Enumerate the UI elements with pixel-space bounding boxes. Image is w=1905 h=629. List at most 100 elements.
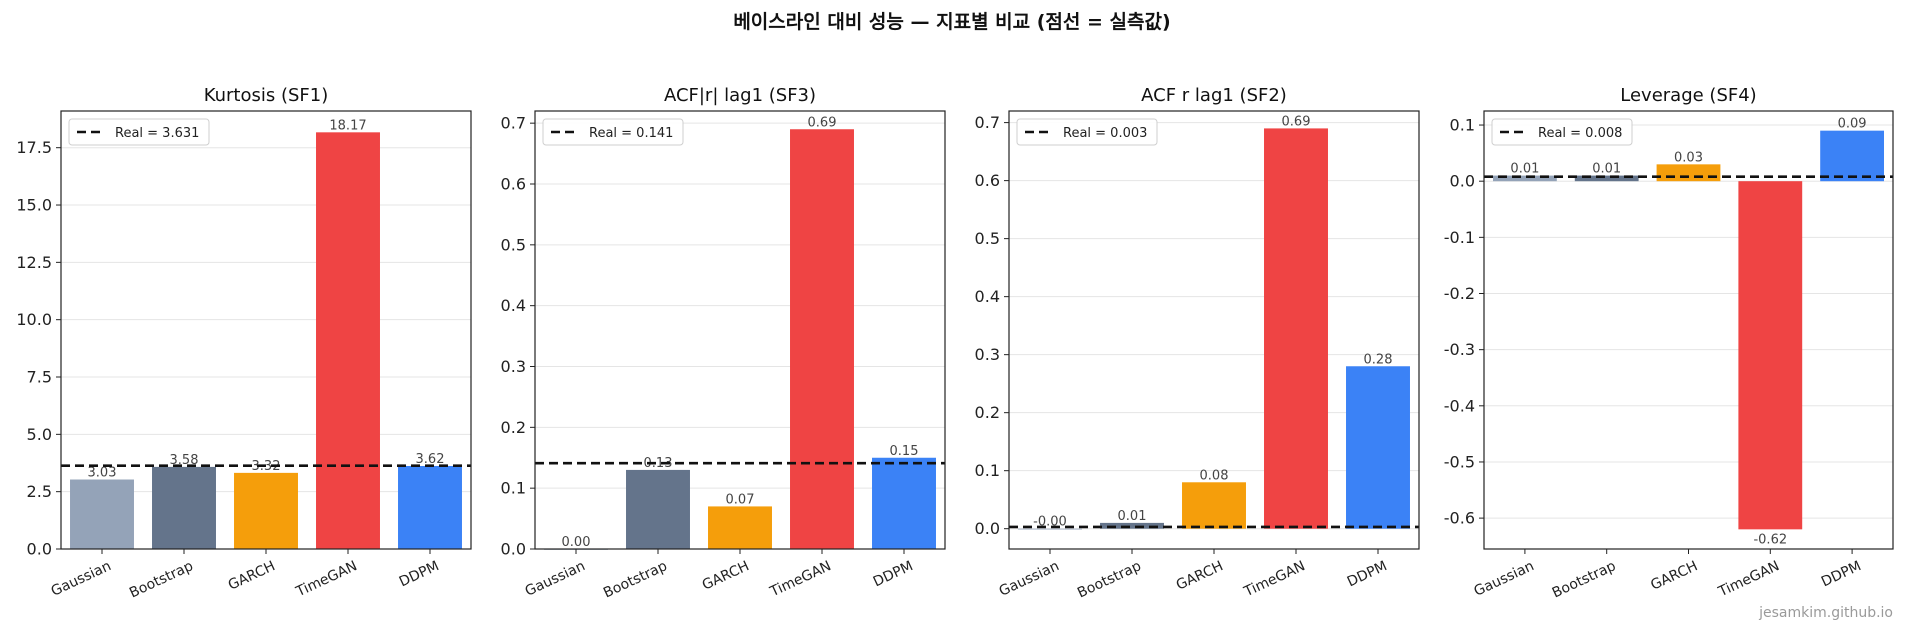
y-tick-label: 0.0 (975, 519, 1000, 538)
x-tick-label-garch: GARCH (1174, 558, 1226, 594)
y-tick-label: 0.6 (975, 171, 1000, 190)
x-tick-label-bootstrap: Bootstrap (601, 558, 670, 601)
bar-garch (708, 506, 772, 549)
y-tick-label: 0.3 (975, 345, 1000, 364)
y-tick-label: 0.0 (27, 540, 52, 559)
bar-garch (1656, 164, 1721, 182)
y-tick-label: 0.0 (1450, 172, 1475, 191)
bar-gaussian (1492, 175, 1557, 182)
figure-suptitle: 베이스라인 대비 성능 — 지표별 비교 (점선 = 실측값) (733, 11, 1170, 33)
y-tick-label: 0.5 (975, 229, 1000, 248)
x-tick-label-gaussian: Gaussian (997, 558, 1062, 600)
bar-bootstrap (626, 469, 690, 549)
x-tick-label-ddpm: DDPM (871, 558, 916, 590)
y-tick-label: 0.5 (501, 235, 526, 254)
x-tick-label-garch: GARCH (1648, 558, 1700, 594)
data-label-ddpm: 0.09 (1838, 117, 1867, 132)
legend-box (542, 118, 684, 146)
data-label-bootstrap: 0.13 (644, 456, 673, 471)
y-tick-label: 0.2 (501, 418, 526, 437)
y-tick-label: 0.0 (501, 540, 526, 559)
chart-panels: 3.033.583.3218.173.620.02.55.07.510.012.… (16, 85, 1894, 601)
y-tick-label: 15.0 (16, 196, 52, 215)
x-tick-label-timegan: TimeGAN (767, 558, 834, 600)
legend-label: Real = 0.141 (589, 126, 673, 141)
bar-ddpm (1820, 130, 1885, 182)
bar-gaussian (70, 479, 134, 549)
x-tick-label-timegan: TimeGAN (1715, 558, 1782, 600)
bar-garch (1182, 482, 1246, 529)
panel-title: ACF r lag1 (SF2) (1141, 85, 1287, 106)
y-tick-label: 0.7 (975, 113, 1000, 132)
data-label-garch: 0.03 (1674, 150, 1703, 165)
legend: Real = 3.631 (68, 118, 210, 146)
x-tick-label-bootstrap: Bootstrap (127, 558, 196, 601)
legend: Real = 0.008 (1491, 118, 1633, 146)
x-tick-label-ddpm: DDPM (1819, 558, 1864, 590)
y-tick-label: 0.4 (975, 287, 1000, 306)
legend-box (1016, 118, 1158, 146)
data-label-ddpm: 0.15 (890, 444, 919, 459)
bar-ddpm (1346, 366, 1410, 529)
y-tick-label: 0.3 (501, 357, 526, 376)
x-tick-label-garch: GARCH (700, 558, 752, 594)
y-tick-label: -0.2 (1444, 284, 1475, 303)
data-label-timegan: 0.69 (808, 115, 837, 130)
legend-label: Real = 0.003 (1063, 126, 1147, 141)
legend-label: Real = 3.631 (115, 126, 199, 141)
y-tick-label: 12.5 (16, 253, 52, 272)
x-tick-label-ddpm: DDPM (397, 558, 442, 590)
data-label-garch: 0.08 (1200, 468, 1229, 483)
bar-timegan (790, 129, 854, 549)
legend: Real = 0.141 (542, 118, 684, 146)
x-tick-label-timegan: TimeGAN (1241, 558, 1308, 600)
data-label-bootstrap: 0.01 (1118, 509, 1147, 524)
legend-box (68, 118, 210, 146)
y-tick-label: 5.0 (27, 425, 52, 444)
y-tick-label: -0.6 (1444, 509, 1475, 528)
y-tick-label: 0.4 (501, 296, 526, 315)
data-label-ddpm: 0.28 (1364, 352, 1393, 367)
y-tick-label: -0.5 (1444, 452, 1475, 471)
x-tick-label-garch: GARCH (226, 558, 278, 594)
panel-title: Leverage (SF4) (1620, 85, 1756, 106)
x-tick-label-timegan: TimeGAN (293, 558, 360, 600)
data-label-gaussian: 0.01 (1510, 162, 1539, 177)
bar-timegan (316, 132, 380, 549)
y-tick-label: -0.3 (1444, 340, 1475, 359)
data-label-timegan: 18.17 (329, 118, 366, 133)
x-tick-label-gaussian: Gaussian (1472, 558, 1537, 600)
y-tick-label: 0.1 (501, 479, 526, 498)
y-tick-label: 0.6 (501, 175, 526, 194)
legend-box (1491, 118, 1633, 146)
chart-panel-3: -0.00 0.010.080.690.280.00.10.20.30.40.50… (975, 85, 1420, 601)
chart-panel-4: 0.01 0.01 0.03 -0.62 0.09 -0.6 -0.5 -0.4 -0.3 -0.… (1444, 85, 1894, 601)
y-tick-label: -0.4 (1444, 396, 1475, 415)
data-label-gaussian: 3.03 (88, 466, 117, 481)
legend-label: Real = 0.008 (1538, 126, 1622, 141)
bar-bootstrap (1100, 522, 1164, 529)
y-tick-label: 10.0 (16, 310, 52, 329)
y-tick-label: 0.1 (975, 461, 1000, 480)
data-label-ddpm: 3.62 (416, 452, 445, 467)
bar-gaussian (1018, 528, 1082, 530)
data-label-gaussian: 0.00 (562, 535, 591, 550)
chart-panel-1: 3.033.583.3218.173.620.02.55.07.510.012.… (16, 85, 472, 601)
y-tick-label: 7.5 (27, 368, 52, 387)
data-label-timegan: -0.62 (1753, 532, 1787, 547)
watermark: jesamkim.github.io (1758, 605, 1893, 621)
data-label-timegan: 0.69 (1282, 114, 1311, 129)
bar-bootstrap (152, 466, 216, 549)
bar-timegan (1264, 128, 1328, 529)
bar-ddpm (872, 457, 936, 549)
bar-garch (234, 472, 298, 549)
chart-panel-2: 0.00 0.13 0.07 0.69 0.15 0.0 0.1 0.2 0.3 0.4 0.5 0.… (501, 85, 946, 601)
x-tick-label-bootstrap: Bootstrap (1075, 558, 1144, 601)
y-tick-label: 0.2 (975, 403, 1000, 422)
bar-ddpm (398, 465, 462, 549)
y-tick-label: -0.1 (1444, 228, 1475, 247)
x-tick-label-gaussian: Gaussian (49, 558, 114, 600)
data-label-bootstrap: 0.01 (1592, 162, 1621, 177)
panel-title: ACF|r| lag1 (SF3) (664, 85, 816, 106)
